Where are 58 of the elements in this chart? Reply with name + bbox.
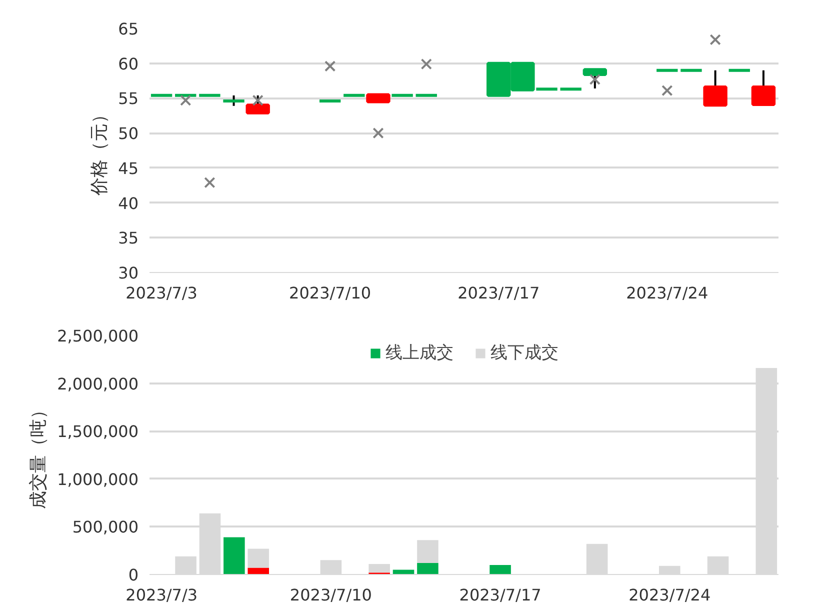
candlestick (390, 94, 414, 97)
x-tick-label: 2023/7/10 (290, 586, 372, 604)
y-tick-label: 0 (128, 566, 139, 584)
candlestick (222, 94, 246, 107)
candlestick (727, 68, 752, 72)
point (324, 60, 336, 72)
candlestick (679, 68, 704, 72)
bar (248, 548, 270, 568)
y-tick-label: 50 (118, 124, 138, 144)
bar (224, 537, 245, 574)
point (252, 94, 264, 106)
candlestick (582, 68, 608, 90)
x-tick-label: 2023/7/17 (459, 586, 542, 604)
bar (490, 564, 511, 574)
y-tick-label: 500,000 (72, 518, 139, 537)
y-tick-label: 2,500,000 (57, 326, 139, 346)
y-tick-label: 1,000,000 (57, 470, 139, 489)
bar (417, 540, 438, 564)
point (420, 58, 432, 70)
point (372, 127, 384, 139)
y-tick-label: 55 (118, 89, 138, 108)
y-axis-title: 成交量（吨） (28, 401, 50, 509)
y-axis-title: 价格（元） (89, 106, 110, 196)
point (180, 94, 192, 106)
y-tick-label: 2,000,000 (57, 374, 139, 394)
y-tick-label: 65 (118, 20, 138, 38)
point (204, 176, 216, 188)
bar (392, 570, 414, 574)
point (662, 84, 673, 96)
candlestick (655, 68, 680, 72)
candlestick (558, 88, 583, 91)
candlestick (246, 94, 270, 114)
y-tick-label: 45 (118, 158, 138, 178)
x-tick-label: 2023/7/24 (628, 586, 711, 604)
y-tick-label: 1,500,000 (57, 422, 139, 442)
y-tick-label: 40 (118, 194, 138, 213)
x-tick-label: 2023/7/3 (126, 284, 198, 302)
bar (248, 568, 270, 574)
point (589, 74, 601, 85)
legend-label: 线上成交 (386, 342, 454, 364)
x-tick-label: 2023/7/10 (289, 284, 372, 302)
candlestick (751, 69, 776, 106)
candlestick (198, 94, 222, 97)
x-tick-label: 2023/7/17 (458, 284, 540, 302)
candlestick (150, 94, 174, 97)
y-tick-label: 30 (118, 264, 138, 282)
y-tick-label: 35 (118, 228, 138, 248)
candlestick (703, 69, 728, 107)
candlestick (174, 94, 198, 97)
candlestick (414, 94, 438, 97)
candlestick (318, 100, 342, 103)
legend-label: 线下成交 (490, 342, 558, 364)
y-tick-label: 60 (118, 54, 138, 74)
point (710, 34, 721, 46)
x-tick-label: 2023/7/3 (126, 586, 198, 604)
candlestick (342, 94, 366, 97)
bar (417, 563, 438, 574)
x-tick-label: 2023/7/24 (626, 284, 708, 302)
